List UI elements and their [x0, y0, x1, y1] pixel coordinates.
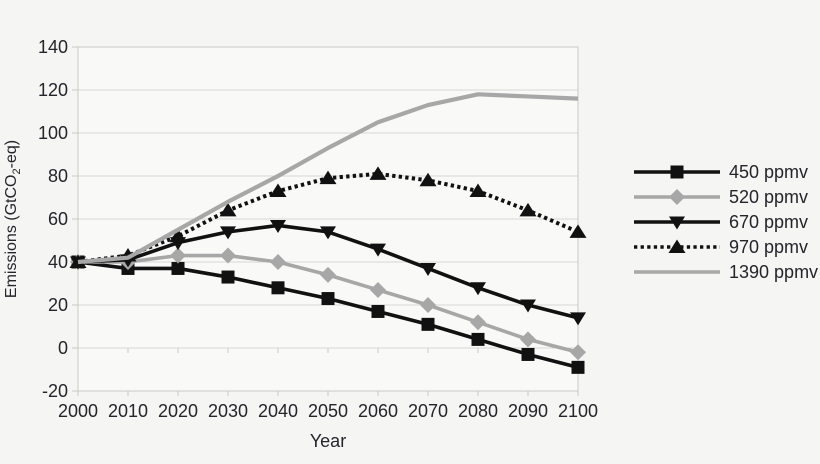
square-marker — [521, 347, 535, 361]
y-tick-label: 20 — [48, 295, 68, 315]
square-icon — [670, 165, 684, 178]
triangle-up-marker — [369, 166, 387, 180]
x-tick-label: 2040 — [258, 401, 298, 421]
triangle-down-marker — [220, 226, 236, 240]
x-tick-label: 2050 — [308, 401, 348, 421]
square-marker — [321, 292, 335, 306]
diamond-marker — [470, 314, 486, 331]
triangle-down-marker — [420, 262, 436, 276]
square-marker — [221, 270, 235, 284]
legend-swatch — [634, 269, 720, 274]
triangle-up-marker — [569, 224, 587, 238]
square-marker — [171, 261, 185, 275]
legend-swatch — [634, 216, 720, 229]
legend-item: 1390 ppmv — [632, 259, 818, 284]
legend-item: 970 ppmv — [632, 234, 818, 259]
diamond-marker — [570, 344, 586, 361]
square-marker — [371, 304, 385, 318]
x-tick-label: 2020 — [158, 401, 198, 421]
x-tick-label: 2100 — [558, 401, 598, 421]
x-tick-label: 2030 — [208, 401, 248, 421]
series-line-1390-ppmv — [77, 92, 579, 265]
square-marker — [421, 317, 435, 331]
triangle-down-marker — [270, 219, 286, 233]
diamond-marker — [220, 247, 236, 264]
triangle-up-icon — [668, 239, 686, 253]
triangle-up-marker — [219, 202, 237, 217]
square-marker — [571, 360, 585, 374]
legend-label: 670 ppmv — [729, 211, 809, 232]
diamond-marker — [370, 281, 386, 298]
y-tick-label: 40 — [48, 252, 68, 272]
y-tick-label: -20 — [42, 381, 68, 401]
plot-frame — [77, 46, 579, 392]
y-tick-label: 100 — [38, 123, 68, 143]
y-tick-label: 60 — [48, 209, 68, 229]
legend-item: 520 ppmv — [632, 184, 818, 209]
legend-label: 520 ppmv — [729, 186, 809, 207]
x-tick-label: 2080 — [458, 401, 498, 421]
diamond-marker — [520, 331, 536, 348]
legend-swatch — [634, 165, 720, 178]
legend-item: 670 ppmv — [632, 209, 818, 234]
y-tick-label: 80 — [48, 166, 68, 186]
triangle-up-marker — [319, 170, 337, 185]
triangle-up-marker — [519, 202, 537, 217]
y-axis-title: Emissions (GtCO2-eq) — [3, 140, 23, 298]
triangle-up-marker — [269, 183, 287, 198]
x-tick-label: 2090 — [508, 401, 548, 421]
diamond-icon — [669, 188, 685, 205]
legend-item: 450 ppmv — [632, 159, 818, 184]
legend-label: 450 ppmv — [729, 161, 809, 182]
triangle-down-marker — [320, 226, 336, 240]
x-tick-label: 2060 — [358, 401, 398, 421]
y-tick-label: 140 — [38, 37, 68, 57]
x-axis-title: Year — [310, 431, 346, 451]
diamond-marker — [420, 297, 436, 313]
triangle-down-marker — [370, 243, 386, 257]
legend: 450 ppmv 520 ppmv 670 ppmv 970 ppmv 1390 ppm… — [632, 159, 818, 284]
square-marker — [271, 281, 285, 295]
triangle-up-marker — [169, 228, 187, 243]
triangle-down-icon — [669, 216, 685, 229]
y-tick-label: 0 — [58, 338, 68, 358]
legend-label: 970 ppmv — [729, 236, 809, 257]
y-tick-label: 120 — [38, 80, 68, 100]
legend-swatch — [634, 239, 720, 253]
x-tick-label: 2070 — [408, 401, 448, 421]
diamond-marker — [270, 254, 286, 270]
triangle-down-marker — [570, 312, 586, 326]
triangle-up-marker — [469, 183, 487, 198]
diamond-marker — [170, 247, 186, 264]
triangle-up-marker — [419, 172, 437, 187]
triangle-down-marker — [470, 282, 486, 296]
triangle-down-marker — [520, 299, 536, 313]
square-marker — [471, 332, 485, 346]
x-tick-label: 2010 — [108, 401, 148, 421]
diamond-marker — [320, 266, 336, 283]
legend-label: 1390 ppmv — [729, 261, 819, 282]
x-tick-label: 2000 — [58, 401, 98, 421]
legend-swatch — [634, 188, 720, 205]
